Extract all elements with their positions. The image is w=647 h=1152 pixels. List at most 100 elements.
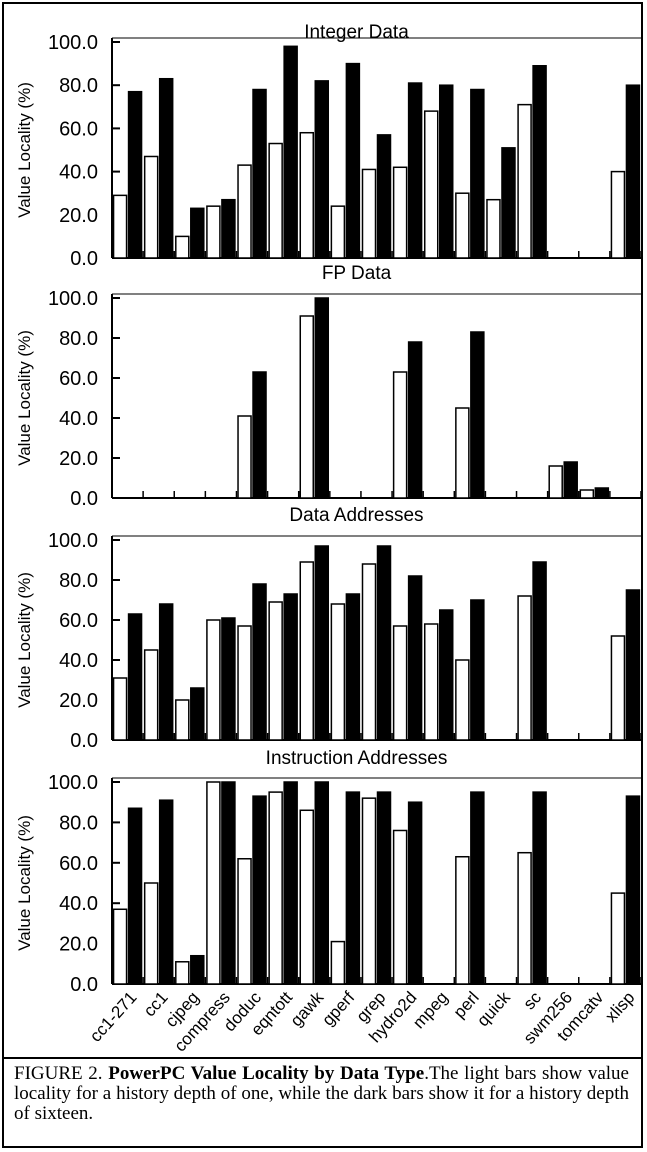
panel-4: Instruction Addresses 0.0 20.0 40.0 60.0 80.0… (15, 748, 642, 996)
panel-title: Instruction Addresses (266, 748, 448, 769)
bar-light-mpeg (423, 623, 439, 741)
bar-dark-hydro2d (407, 801, 423, 985)
bar-dark-sc (532, 791, 547, 985)
bar-dark-hydro2d (407, 575, 423, 741)
bar-dark-cc1 (158, 799, 174, 985)
y-tick-label: 0.0 (70, 730, 98, 752)
bar-dark-eqntott (283, 45, 298, 259)
bar-light-eqntott (268, 142, 283, 259)
bar-dark-grep (376, 134, 392, 259)
y-tick-label: 100.0 (48, 288, 98, 310)
caption-divider (4, 1057, 641, 1059)
bar-dark-doduc (252, 583, 267, 741)
bar-dark-gawk (314, 781, 330, 985)
y-tick-label: 80.0 (59, 570, 98, 592)
y-tick-label: 0.0 (70, 974, 98, 996)
bar-dark-xlisp (625, 84, 641, 259)
bar-dark-compress (221, 781, 236, 985)
y-tick-label: 60.0 (59, 610, 98, 632)
y-tick-label: 20.0 (59, 205, 98, 227)
bar-light-xlisp (610, 892, 626, 985)
y-tick-label: 40.0 (59, 893, 98, 915)
y-axis-label: Value Locality (%) (15, 572, 34, 708)
bar-dark-cc1-271 (127, 613, 143, 741)
bar-dark-sc (532, 561, 547, 741)
x-tick-label: quick (473, 988, 514, 1031)
bar-light-doduc (237, 164, 252, 259)
bar-dark-eqntott (283, 593, 298, 741)
bar-light-doduc (237, 415, 252, 499)
bar-light-cc1-271 (112, 194, 128, 259)
bar-dark-gperf (345, 593, 361, 741)
bar-light-tomcatv (579, 489, 595, 499)
bar-dark-cc1 (158, 77, 174, 259)
bar-light-doduc (237, 625, 252, 741)
bar-dark-cjpeg (190, 954, 205, 985)
y-tick-label: 20.0 (59, 934, 98, 956)
panel-1: Integer Data 0.0 20.0 40.0 60.0 80.0 100.0 Valu… (15, 22, 642, 270)
bar-light-gperf (330, 940, 346, 985)
bar-light-sc (517, 103, 532, 259)
x-tick-label: gawk (287, 988, 328, 1031)
bar-light-grep (361, 797, 377, 985)
bar-light-gawk (299, 561, 315, 741)
bar-light-compress (206, 205, 221, 259)
bar-dark-perl (470, 599, 485, 741)
bar-dark-hydro2d (407, 82, 423, 259)
bar-dark-cc1 (158, 603, 174, 741)
y-tick-label: 60.0 (59, 118, 98, 140)
y-tick-label: 100.0 (48, 530, 98, 552)
bar-dark-xlisp (625, 589, 641, 741)
bar-light-xlisp (610, 170, 626, 259)
bar-light-hydro2d (392, 166, 408, 259)
bar-dark-doduc (252, 795, 267, 985)
y-tick-label: 100.0 (48, 772, 98, 794)
bar-dark-mpeg (438, 84, 454, 259)
bar-light-hydro2d (392, 371, 408, 499)
bar-light-compress (206, 781, 221, 985)
y-tick-label: 20.0 (59, 448, 98, 470)
bar-light-cjpeg (175, 699, 190, 741)
bar-dark-gperf (345, 791, 361, 985)
bar-dark-gawk (314, 80, 330, 259)
bar-dark-cjpeg (190, 687, 205, 741)
bar-light-doduc (237, 858, 252, 985)
caption-label: FIGURE 2. (14, 1063, 103, 1084)
panel-title: Data Addresses (289, 505, 423, 526)
bar-light-eqntott (268, 601, 283, 741)
bar-dark-cc1-271 (127, 90, 143, 259)
y-tick-label: 80.0 (59, 75, 98, 97)
y-tick-label: 40.0 (59, 408, 98, 430)
bar-light-gperf (330, 603, 346, 741)
bar-light-sc (517, 595, 532, 741)
bar-dark-doduc (252, 88, 267, 259)
bar-light-mpeg (423, 110, 439, 259)
y-tick-label: 80.0 (59, 328, 98, 350)
bar-light-gawk (299, 809, 315, 985)
caption-title: PowerPC Value Locality by Data Type (108, 1063, 425, 1084)
y-tick-label: 20.0 (59, 690, 98, 712)
x-tick-label: cc1-271 (86, 988, 141, 1046)
bar-light-hydro2d (392, 625, 408, 741)
y-tick-label: 80.0 (59, 812, 98, 834)
figure-caption: FIGURE 2. PowerPC Value Locality by Data… (14, 1063, 629, 1124)
bar-light-gperf (330, 205, 346, 259)
bar-dark-perl (470, 88, 485, 259)
bar-dark-grep (376, 791, 392, 985)
bar-light-quick (486, 198, 501, 259)
y-tick-label: 40.0 (59, 650, 98, 672)
bar-dark-eqntott (283, 781, 298, 985)
bar-light-grep (361, 563, 377, 741)
y-tick-label: 0.0 (70, 248, 98, 270)
bar-dark-gawk (314, 297, 330, 499)
panel-title: Integer Data (304, 22, 409, 43)
bar-light-cc1-271 (112, 677, 128, 741)
bar-dark-compress (221, 198, 236, 259)
bar-light-cc1 (143, 649, 159, 741)
y-tick-label: 60.0 (59, 368, 98, 390)
bar-light-grep (361, 168, 377, 259)
bar-light-eqntott (268, 791, 283, 985)
bar-dark-gperf (345, 62, 361, 259)
caption-text: The light bars show value locality for a… (14, 1063, 629, 1124)
